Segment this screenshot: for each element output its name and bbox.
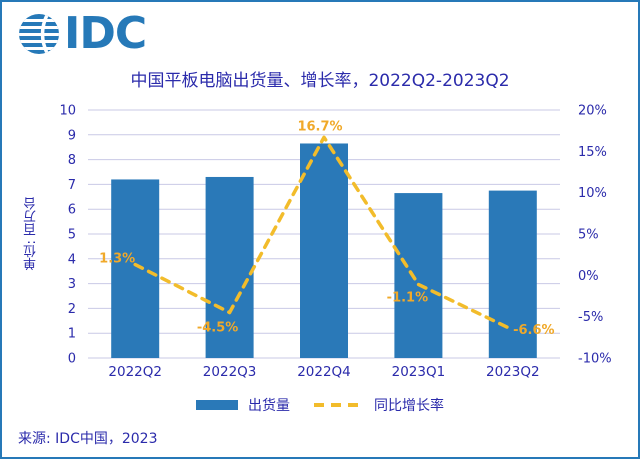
left-axis-tick-label: 2: [68, 302, 76, 317]
logo-text: IDC: [64, 8, 147, 59]
right-axis-tick-label: 5%: [578, 228, 599, 243]
bar-2022Q3: [205, 176, 254, 358]
growth-point-label: -1.1%: [387, 290, 428, 305]
right-axis-tick-label: 0%: [578, 269, 599, 284]
right-axis-tick-label: 20%: [578, 104, 607, 119]
growth-point-label: 16.7%: [297, 119, 342, 134]
left-axis-tick-label: 9: [68, 128, 76, 143]
left-axis-tick-label: 0: [68, 352, 76, 367]
right-axis-tick-label: -10%: [578, 352, 612, 367]
x-axis-label: 2023Q1: [392, 364, 446, 380]
legend-line-swatch: [314, 403, 364, 407]
right-axis-tick-label: 15%: [578, 145, 607, 160]
left-axis-tick-label: 7: [68, 178, 76, 193]
bar-2022Q4: [300, 143, 348, 358]
source-note: 来源: IDC中国，2023: [18, 431, 158, 447]
growth-point-label: 1.3%: [99, 252, 135, 267]
x-axis-label: 2022Q3: [203, 364, 257, 380]
idc-logo: IDC: [18, 8, 147, 59]
growth-line: [133, 135, 515, 332]
x-axis-label: 2022Q4: [297, 364, 351, 380]
left-axis-tick-label: 8: [68, 153, 76, 168]
bar-2023Q1: [394, 193, 443, 358]
right-axis-tick-label: 10%: [578, 186, 607, 201]
globe-icon: [19, 14, 59, 54]
left-axis-tick-label: 10: [59, 104, 76, 119]
left-axis-tick-label: 4: [68, 252, 76, 267]
left-axis-tick-label: 5: [68, 228, 76, 243]
growth-point-label: -6.6%: [513, 323, 554, 338]
legend-line-label: 同比增长率: [374, 398, 444, 414]
bar-2023Q2: [488, 190, 537, 358]
bar-2022Q2: [111, 179, 160, 358]
left-axis-tick-label: 6: [68, 203, 76, 218]
legend-bar-swatch: [196, 400, 238, 410]
x-axis-label: 2023Q2: [486, 364, 540, 380]
legend-bar-label: 出货量: [248, 398, 290, 414]
chart-title: 中国平板电脑出货量、增长率，2022Q2-2023Q2: [130, 71, 510, 91]
right-axis-tick-label: -5%: [578, 310, 603, 325]
x-axis-label: 2022Q2: [108, 364, 162, 380]
left-axis-tick-label: 3: [68, 277, 76, 292]
growth-point-label: -4.5%: [197, 321, 238, 336]
left-axis-tick-label: 1: [68, 327, 76, 342]
legend: 出货量 同比增长率: [2, 395, 638, 415]
